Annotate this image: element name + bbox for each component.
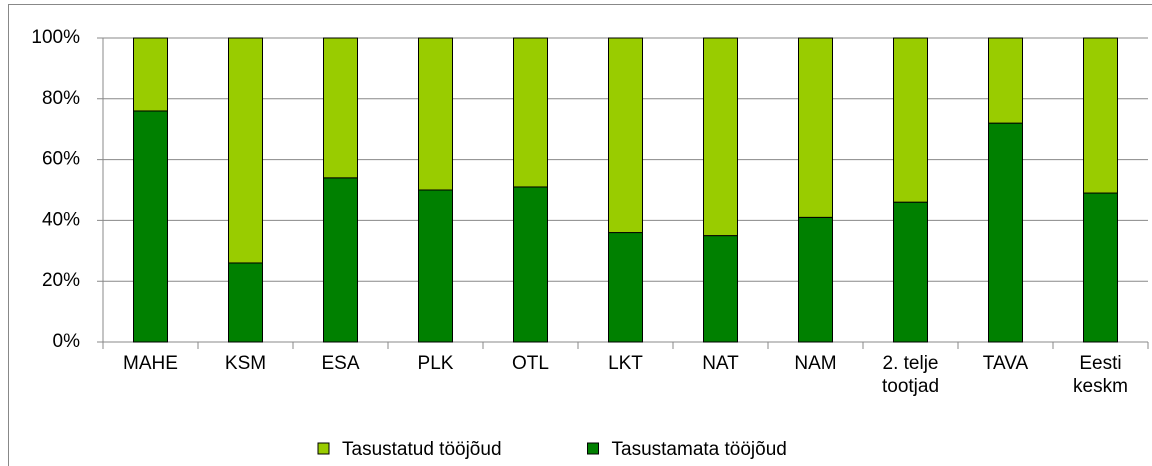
bar-segment [1083,37,1118,194]
legend-swatch [587,442,600,455]
bar-segment [893,201,928,343]
legend-label: Tasustamata tööjõud [612,439,787,460]
bar-segment [513,186,548,343]
bar-segment [608,37,643,234]
bar-segment [513,37,548,188]
bar-segment [703,235,738,343]
bar-segment [323,37,358,179]
bar-segment [133,110,168,343]
y-tick-label: 40% [42,209,80,230]
x-tick-label: KSM [225,353,266,374]
bar-segment [798,216,833,343]
x-tick-label: NAT [702,353,739,374]
bar-segment [133,37,168,112]
x-tick-label: Eesti keskm [1073,353,1128,397]
bar-segment [418,37,453,191]
bar-segment [418,189,453,343]
x-tick-label: NAM [794,353,836,374]
chart-border [8,4,1152,466]
bar-segment [323,177,358,343]
x-tick-label: TAVA [983,353,1029,374]
bar-segment [893,37,928,203]
legend-label: Tasustatud tööjõud [342,439,502,460]
y-tick-label: 0% [53,331,81,352]
legend-swatch [317,442,330,455]
bar-segment [228,262,263,343]
x-tick-label: 2. telje tootjad [882,353,939,397]
bar-segment [1083,192,1118,343]
x-tick-label: LKT [608,353,643,374]
x-tick-label: PLK [418,353,454,374]
x-tick-label: MAHE [123,353,178,374]
y-tick-label: 60% [42,149,80,170]
x-tick-label: ESA [321,353,359,374]
y-tick-label: 20% [42,270,80,291]
bar-segment [988,37,1023,124]
y-tick-label: 100% [31,27,80,48]
bar-segment [608,232,643,343]
bar-segment [228,37,263,264]
y-tick-label: 80% [42,88,80,109]
x-tick-label: OTL [512,353,549,374]
bar-segment [798,37,833,218]
bar-segment [703,37,738,237]
bar-segment [988,122,1023,343]
